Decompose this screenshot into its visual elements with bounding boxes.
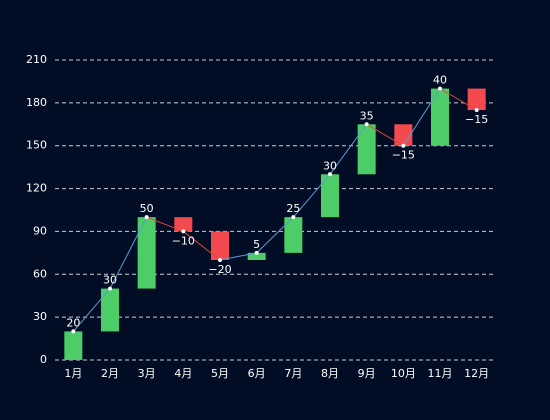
point: [364, 122, 369, 127]
x-tick-label: 7月: [284, 367, 302, 380]
connector-line: [219, 252, 257, 261]
value-label: −20: [208, 263, 231, 276]
point: [144, 215, 149, 220]
x-tick-label: 5月: [211, 367, 229, 380]
value-label: 30: [323, 159, 337, 172]
connector-line: [183, 231, 221, 261]
bar: [321, 174, 339, 218]
x-tick-label: 8月: [321, 367, 339, 380]
bar: [394, 124, 413, 146]
connector-line: [366, 123, 404, 147]
x-tick-label: 12月: [464, 367, 489, 380]
connector-line: [256, 216, 294, 254]
y-tick-label: 210: [26, 53, 47, 66]
point: [291, 215, 296, 220]
bar: [284, 217, 303, 253]
point: [71, 329, 76, 334]
y-tick-label: 60: [33, 267, 47, 280]
connector-line: [292, 173, 331, 218]
bar: [211, 231, 229, 260]
value-label: 50: [140, 202, 154, 215]
bar: [467, 88, 486, 110]
bar: [101, 288, 119, 332]
y-tick-label: 90: [33, 224, 47, 237]
bar: [64, 331, 83, 360]
y-tick-label: 0: [40, 353, 47, 366]
point: [218, 258, 222, 262]
value-label: −15: [392, 149, 415, 162]
connector-line: [402, 88, 441, 146]
x-tick-label: 1月: [64, 367, 82, 380]
point: [401, 143, 406, 148]
x-tick-label: 3月: [138, 367, 156, 380]
bar: [247, 252, 266, 260]
value-label: 5: [253, 238, 260, 251]
point: [474, 108, 479, 112]
x-tick-label: 2月: [101, 367, 119, 380]
bar: [357, 124, 376, 175]
x-tick-label: 6月: [248, 367, 266, 380]
connector-line: [439, 88, 477, 111]
connector-line: [146, 216, 184, 232]
y-tick-label: 180: [26, 96, 47, 109]
value-label: 20: [66, 316, 80, 329]
value-label: 30: [103, 274, 117, 287]
x-tick-label: 10月: [391, 367, 416, 380]
point: [181, 229, 186, 234]
value-label: 25: [286, 202, 300, 215]
connector-line: [329, 123, 368, 175]
bar: [137, 217, 156, 289]
bar: [174, 217, 193, 232]
bar: [431, 88, 449, 146]
point: [328, 172, 332, 177]
y-tick-label: 150: [26, 139, 47, 152]
x-tick-label: 4月: [174, 367, 192, 380]
point: [438, 86, 442, 91]
y-tick-label: 120: [26, 182, 47, 195]
y-tick-label: 30: [33, 310, 47, 323]
x-tick-label: 9月: [358, 367, 376, 380]
point: [254, 250, 259, 255]
connector-line: [72, 288, 111, 332]
point: [108, 286, 112, 291]
value-label: −10: [172, 234, 195, 247]
value-label: 35: [360, 109, 374, 122]
value-label: 40: [433, 74, 447, 87]
connector-line: [109, 216, 148, 289]
x-tick-label: 11月: [428, 367, 453, 380]
value-label: −15: [465, 113, 488, 126]
